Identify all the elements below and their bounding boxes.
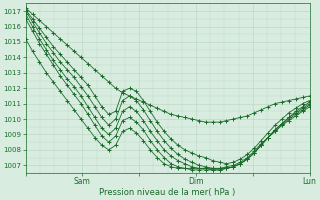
X-axis label: Pression niveau de la mer( hPa ): Pression niveau de la mer( hPa ) [100, 188, 236, 197]
